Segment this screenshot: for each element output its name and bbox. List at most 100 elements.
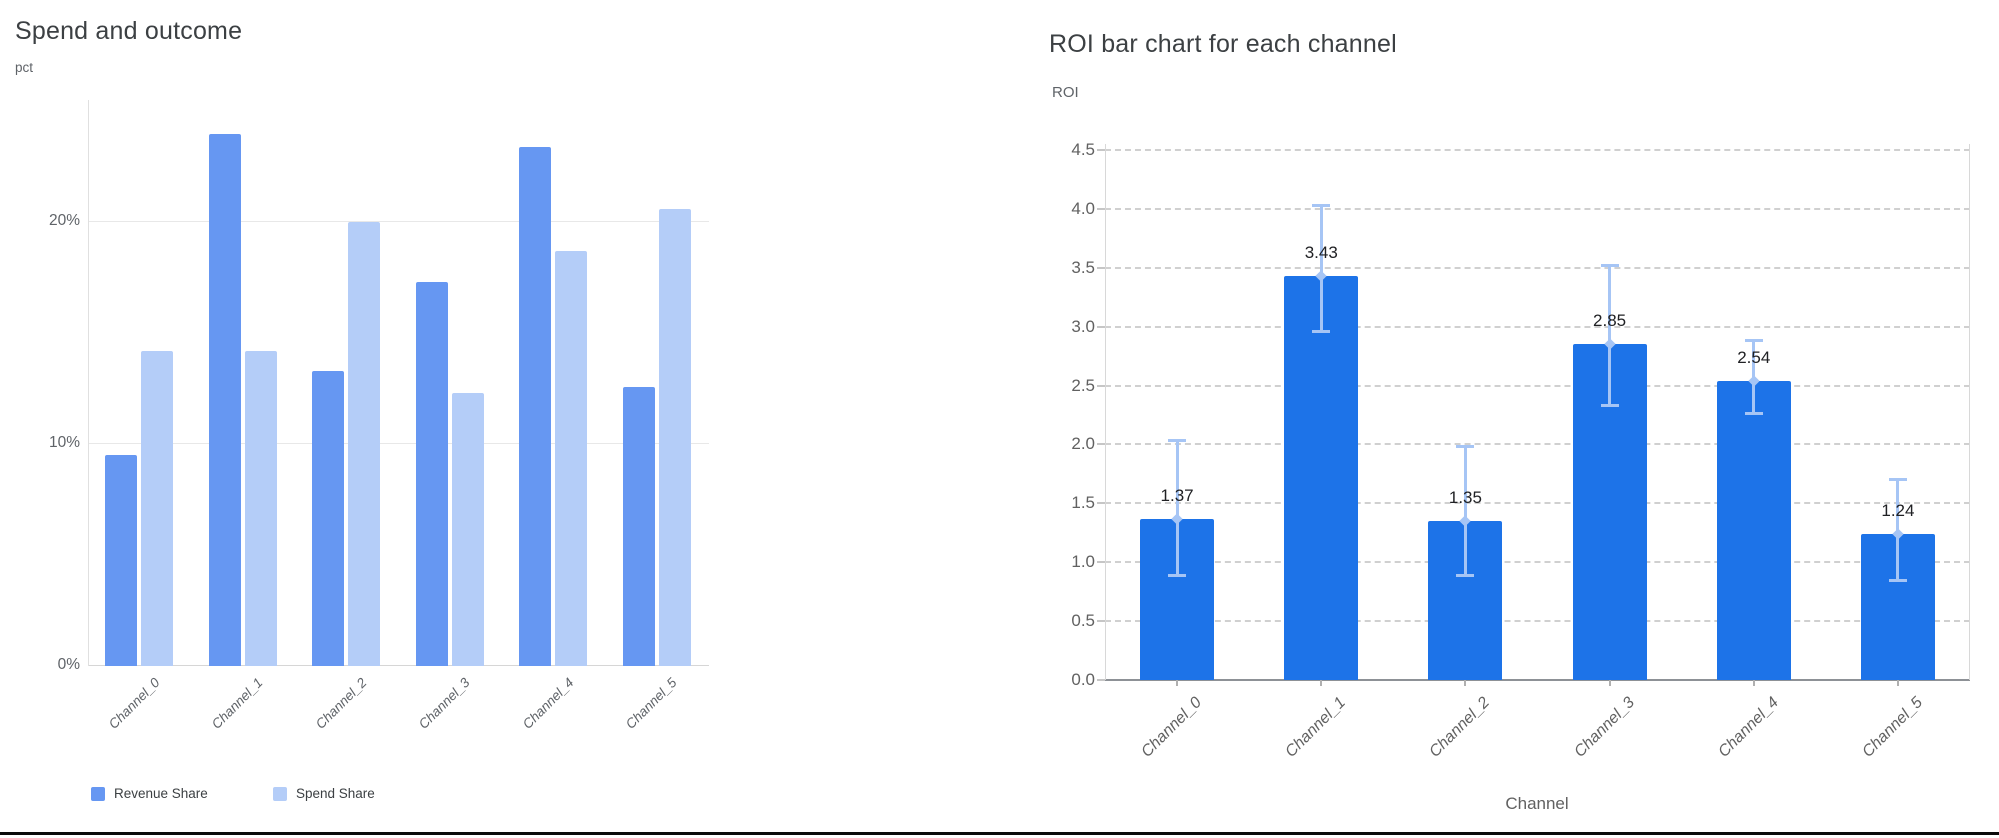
gridline-3.5	[1105, 266, 1970, 269]
gridline-1	[1105, 561, 1970, 564]
right-y-tick-2.5: 2.5	[1071, 375, 1095, 395]
bar-spend-share-channel_5	[658, 209, 691, 666]
gridline-1.5	[1105, 502, 1970, 505]
left-x-tick-channel_4: Channel_4	[519, 675, 577, 732]
left-y-tick-10%: 10%	[48, 434, 80, 452]
right-chart-y-axis-unit: ROI	[1052, 84, 1079, 101]
left-x-tick-channel_1: Channel_1	[209, 675, 266, 732]
gridline-3	[1105, 325, 1970, 328]
right-y-tickmark-0.0	[1097, 679, 1105, 681]
bar-value-label-channel_2: 1.35	[1448, 487, 1482, 507]
error-bar-cap-top-channel_2	[1456, 444, 1475, 448]
right-x-tick-channel_3: Channel_3	[1570, 694, 1638, 761]
left-x-tick-channel_0: Channel_0	[105, 675, 163, 732]
legend-swatch-revenue-share	[91, 786, 105, 801]
error-bar-line-channel_3	[1608, 265, 1612, 406]
gridline-2	[1105, 443, 1970, 446]
right-y-tickmark-2.5	[1097, 384, 1105, 387]
right-x-tick-channel_5: Channel_5	[1859, 694, 1926, 761]
error-bar-cap-bottom-channel_1	[1312, 330, 1331, 334]
right-x-tick-channel_2: Channel_2	[1426, 694, 1494, 761]
left-chart-plot-area	[88, 100, 709, 666]
left-chart-legend-item-2: Spend Share	[273, 786, 375, 801]
right-y-tickmark-3.5	[1097, 266, 1105, 269]
right-x-tickmark-channel_2	[1464, 680, 1467, 686]
error-bar-cap-top-channel_3	[1600, 264, 1619, 268]
x-axis-baseline	[1105, 679, 1970, 681]
error-bar-line-channel_0	[1175, 439, 1179, 577]
bar-value-label-channel_4: 2.54	[1737, 347, 1771, 367]
right-y-tick-3.5: 3.5	[1071, 257, 1095, 277]
right-chart-plot-area: 1.37 3.43 1.35 2.85 2.54 1.24	[1105, 140, 1970, 681]
gridline-10	[88, 443, 709, 445]
bar-roi-channel_1	[1284, 275, 1359, 680]
right-chart-y-axis-line	[1105, 143, 1106, 680]
gridline-0.5	[1105, 620, 1970, 623]
right-chart-x-axis-title: Channel	[1505, 794, 1569, 813]
left-x-tick-channel_2: Channel_2	[312, 675, 370, 732]
left-x-tick-channel_5: Channel_5	[623, 675, 680, 732]
error-bar-cap-bottom-channel_0	[1168, 574, 1187, 578]
left-y-tick-0%: 0%	[57, 656, 80, 673]
right-y-tick-0.5: 0.5	[1071, 611, 1095, 631]
right-y-tick-2.0: 2.0	[1071, 434, 1095, 454]
bar-spend-share-channel_4	[555, 251, 588, 666]
bar-spend-share-channel_2	[348, 222, 381, 666]
gridline-2.5	[1105, 384, 1970, 387]
gridline-20	[88, 221, 709, 223]
left-chart-y-axis-line	[88, 100, 89, 666]
right-y-tickmark-4.0	[1097, 207, 1105, 210]
right-y-tickmark-4.5	[1097, 148, 1105, 151]
gridline-4	[1105, 207, 1970, 210]
left-chart-y-axis-unit: pct	[15, 60, 34, 75]
bottom-border-rule	[0, 832, 1999, 835]
right-chart-right-frame-line	[1969, 143, 1970, 680]
right-x-tick-channel_4: Channel_4	[1715, 694, 1782, 761]
left-y-tick-20%: 20%	[48, 212, 80, 230]
bar-revenue-share-channel_5	[622, 386, 655, 666]
bar-value-label-channel_1: 3.43	[1304, 242, 1338, 262]
right-x-tickmark-channel_0	[1176, 680, 1179, 686]
error-bar-cap-bottom-channel_4	[1744, 411, 1763, 415]
error-bar-cap-bottom-channel_2	[1456, 574, 1475, 578]
right-x-tick-channel_0: Channel_0	[1138, 694, 1206, 761]
bar-value-label-channel_3: 2.85	[1593, 311, 1627, 331]
right-x-tick-channel_1: Channel_1	[1282, 694, 1350, 761]
bar-spend-share-channel_1	[244, 351, 277, 666]
right-y-tick-1.5: 1.5	[1071, 493, 1095, 513]
bar-revenue-share-channel_1	[208, 133, 241, 666]
x-axis-baseline	[88, 665, 709, 666]
error-bar-cap-top-channel_5	[1888, 477, 1907, 481]
bar-spend-share-channel_0	[141, 351, 174, 666]
left-chart-legend: Revenue Share	[91, 786, 208, 801]
right-x-tickmark-channel_1	[1320, 680, 1323, 686]
error-bar-cap-bottom-channel_5	[1888, 579, 1907, 583]
error-bar-line-channel_2	[1463, 445, 1467, 577]
right-y-tick-1.0: 1.0	[1071, 552, 1095, 572]
bar-revenue-share-channel_0	[105, 455, 138, 666]
right-y-tickmark-3.0	[1097, 325, 1105, 328]
right-y-tickmark-2.0	[1097, 443, 1105, 446]
bar-revenue-share-channel_4	[519, 147, 552, 666]
right-y-tick-4.5: 4.5	[1071, 139, 1095, 159]
legend-label-revenue-share: Revenue Share	[114, 786, 208, 801]
right-y-tickmark-1.0	[1097, 561, 1105, 564]
gridline-4.5	[1105, 148, 1970, 151]
error-bar-cap-bottom-channel_3	[1600, 403, 1619, 407]
right-y-tick-3.0: 3.0	[1071, 316, 1095, 336]
left-chart-title: Spend and outcome	[15, 17, 243, 45]
bar-revenue-share-channel_2	[312, 371, 345, 666]
right-x-tickmark-channel_4	[1752, 680, 1755, 686]
right-y-tickmark-1.5	[1097, 502, 1105, 505]
right-y-tick-0.0: 0.0	[1071, 670, 1095, 689]
bar-spend-share-channel_3	[451, 393, 484, 666]
right-x-tickmark-channel_5	[1896, 680, 1899, 686]
right-x-tickmark-channel_3	[1608, 680, 1611, 686]
legend-swatch-spend-share	[273, 786, 287, 801]
bar-value-label-channel_0: 1.37	[1160, 485, 1194, 505]
right-y-tickmark-0.5	[1097, 620, 1105, 623]
right-chart-title: ROI bar chart for each channel	[1049, 30, 1397, 58]
bar-roi-channel_4	[1716, 380, 1791, 680]
left-x-tick-channel_3: Channel_3	[416, 675, 473, 732]
